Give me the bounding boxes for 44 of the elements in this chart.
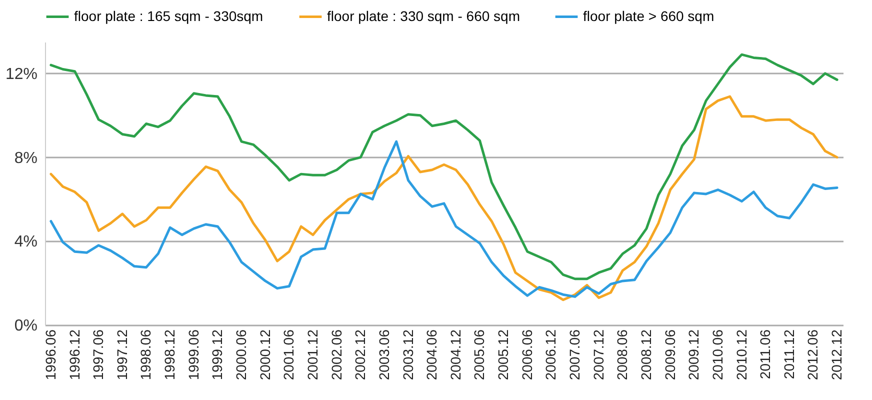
legend-label: floor plate : 330 sqm - 660 sqm <box>327 8 520 24</box>
x-tick-label: 1997.06 <box>90 329 106 380</box>
y-tick-label: 0% <box>14 318 38 334</box>
x-tick-label: 2003.06 <box>376 329 392 380</box>
line-series <box>50 140 838 298</box>
x-tick-label: 2005.06 <box>471 329 488 380</box>
x-tick-label: 1996.12 <box>66 329 82 380</box>
x-tick-label: 2002.12 <box>352 329 368 380</box>
legend-label: floor plate : 165 sqm - 330sqm <box>74 8 264 24</box>
x-tick-label: 2008.06 <box>614 329 630 380</box>
x-tick-label: 2000.12 <box>256 329 273 380</box>
x-tick-label: 1996.06 <box>42 329 58 380</box>
y-tick-label: 8% <box>14 150 38 167</box>
x-tick-label: 1999.12 <box>209 329 226 380</box>
x-tick-label: 2011.12 <box>780 329 797 380</box>
x-tick-label: 2012.12 <box>828 329 845 380</box>
x-tick-label: 2009.06 <box>662 329 678 380</box>
x-tick-label: 2006.12 <box>542 329 559 380</box>
x-tick-label: 2001.06 <box>280 329 297 380</box>
x-tick-label: 2012.06 <box>804 329 821 380</box>
x-tick-label: 2005.12 <box>495 329 512 380</box>
y-tick-label: 4% <box>14 234 38 251</box>
x-tick-label: 1998.06 <box>138 329 154 380</box>
x-tick-label: 2007.12 <box>590 329 606 380</box>
x-tick-label: 2007.06 <box>566 329 583 380</box>
line-series <box>50 95 838 302</box>
x-tick-label: 2006.06 <box>518 329 535 380</box>
x-tick-label: 2009.12 <box>686 329 702 380</box>
x-tick-label: 2008.12 <box>638 329 654 380</box>
x-tick-label: 2004.06 <box>424 329 440 380</box>
x-tick-label: 1997.12 <box>114 329 130 380</box>
x-tick-label: 2010.12 <box>733 329 750 380</box>
x-tick-label: 2001.12 <box>304 329 320 380</box>
line-series <box>50 53 838 280</box>
x-tick-label: 2011.06 <box>757 329 774 380</box>
y-tick-label: 12% <box>5 66 38 83</box>
x-tick-label: 2003.12 <box>400 329 416 380</box>
x-tick-label: 1999.06 <box>185 329 202 380</box>
x-tick-label: 2002.06 <box>328 329 344 380</box>
legend-label: floor plate > 660 sqm <box>583 8 714 24</box>
x-tick-label: 2010.06 <box>709 329 726 380</box>
x-tick-label: 2000.06 <box>233 329 250 380</box>
x-tick-label: 2004.12 <box>447 329 464 380</box>
x-tick-label: 1998.12 <box>162 329 178 380</box>
